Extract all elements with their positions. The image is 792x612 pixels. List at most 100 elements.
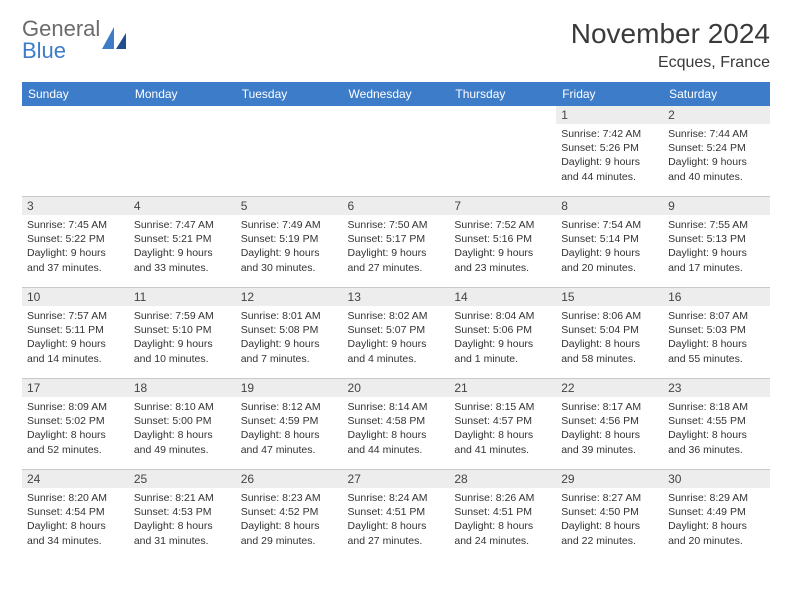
day-number: 8 [556,197,663,215]
daylight-text: Daylight: 8 hours and 20 minutes. [668,519,765,547]
day-details: Sunrise: 8:14 AMSunset: 4:58 PMDaylight:… [343,397,450,461]
sunset-text: Sunset: 4:57 PM [454,414,551,428]
day-details: Sunrise: 8:29 AMSunset: 4:49 PMDaylight:… [663,488,770,552]
calendar-cell: 13Sunrise: 8:02 AMSunset: 5:07 PMDayligh… [343,288,450,379]
day-number: 29 [556,470,663,488]
day-details: Sunrise: 7:52 AMSunset: 5:16 PMDaylight:… [449,215,556,279]
day-number: 16 [663,288,770,306]
daylight-text: Daylight: 9 hours and 7 minutes. [241,337,338,365]
sunset-text: Sunset: 5:06 PM [454,323,551,337]
day-details: Sunrise: 8:09 AMSunset: 5:02 PMDaylight:… [22,397,129,461]
day-number: 30 [663,470,770,488]
sunset-text: Sunset: 4:54 PM [27,505,124,519]
calendar-cell [129,106,236,197]
day-details: Sunrise: 7:42 AMSunset: 5:26 PMDaylight:… [556,124,663,188]
day-header: Friday [556,82,663,106]
calendar-cell: 19Sunrise: 8:12 AMSunset: 4:59 PMDayligh… [236,379,343,470]
calendar-cell [343,106,450,197]
day-header: Thursday [449,82,556,106]
day-number: 5 [236,197,343,215]
sunset-text: Sunset: 5:00 PM [134,414,231,428]
sunrise-text: Sunrise: 7:59 AM [134,309,231,323]
day-number: 12 [236,288,343,306]
sunset-text: Sunset: 4:56 PM [561,414,658,428]
daylight-text: Daylight: 8 hours and 44 minutes. [348,428,445,456]
sunset-text: Sunset: 5:03 PM [668,323,765,337]
sunset-text: Sunset: 4:55 PM [668,414,765,428]
day-number: 24 [22,470,129,488]
day-details: Sunrise: 8:04 AMSunset: 5:06 PMDaylight:… [449,306,556,370]
sunrise-text: Sunrise: 8:18 AM [668,400,765,414]
calendar-cell: 28Sunrise: 8:26 AMSunset: 4:51 PMDayligh… [449,470,556,561]
daylight-text: Daylight: 9 hours and 30 minutes. [241,246,338,274]
day-details: Sunrise: 8:06 AMSunset: 5:04 PMDaylight:… [556,306,663,370]
day-number: 15 [556,288,663,306]
sunrise-text: Sunrise: 7:55 AM [668,218,765,232]
calendar-cell: 24Sunrise: 8:20 AMSunset: 4:54 PMDayligh… [22,470,129,561]
sunrise-text: Sunrise: 8:01 AM [241,309,338,323]
day-number: 13 [343,288,450,306]
day-number: 4 [129,197,236,215]
calendar-cell: 30Sunrise: 8:29 AMSunset: 4:49 PMDayligh… [663,470,770,561]
day-header: Sunday [22,82,129,106]
sunrise-text: Sunrise: 7:52 AM [454,218,551,232]
sunrise-text: Sunrise: 8:27 AM [561,491,658,505]
calendar-cell: 9Sunrise: 7:55 AMSunset: 5:13 PMDaylight… [663,197,770,288]
day-details: Sunrise: 8:23 AMSunset: 4:52 PMDaylight:… [236,488,343,552]
day-number: 7 [449,197,556,215]
sunset-text: Sunset: 5:02 PM [27,414,124,428]
sunrise-text: Sunrise: 8:23 AM [241,491,338,505]
day-number: 10 [22,288,129,306]
calendar-cell: 25Sunrise: 8:21 AMSunset: 4:53 PMDayligh… [129,470,236,561]
daylight-text: Daylight: 9 hours and 1 minute. [454,337,551,365]
calendar-location: Ecques, France [571,54,770,72]
sunset-text: Sunset: 5:16 PM [454,232,551,246]
day-number: 22 [556,379,663,397]
day-number: 17 [22,379,129,397]
sunrise-text: Sunrise: 8:07 AM [668,309,765,323]
calendar-cell: 4Sunrise: 7:47 AMSunset: 5:21 PMDaylight… [129,197,236,288]
daylight-text: Daylight: 8 hours and 41 minutes. [454,428,551,456]
calendar-cell: 22Sunrise: 8:17 AMSunset: 4:56 PMDayligh… [556,379,663,470]
sunset-text: Sunset: 4:49 PM [668,505,765,519]
day-number: 19 [236,379,343,397]
day-details: Sunrise: 7:47 AMSunset: 5:21 PMDaylight:… [129,215,236,279]
daylight-text: Daylight: 8 hours and 47 minutes. [241,428,338,456]
sunrise-text: Sunrise: 8:26 AM [454,491,551,505]
calendar-cell: 20Sunrise: 8:14 AMSunset: 4:58 PMDayligh… [343,379,450,470]
calendar-cell: 27Sunrise: 8:24 AMSunset: 4:51 PMDayligh… [343,470,450,561]
daylight-text: Daylight: 9 hours and 44 minutes. [561,155,658,183]
day-details: Sunrise: 8:24 AMSunset: 4:51 PMDaylight:… [343,488,450,552]
sunset-text: Sunset: 4:52 PM [241,505,338,519]
sunrise-text: Sunrise: 8:17 AM [561,400,658,414]
daylight-text: Daylight: 8 hours and 31 minutes. [134,519,231,547]
day-details: Sunrise: 8:15 AMSunset: 4:57 PMDaylight:… [449,397,556,461]
sunrise-text: Sunrise: 8:12 AM [241,400,338,414]
calendar-week-row: 1Sunrise: 7:42 AMSunset: 5:26 PMDaylight… [22,106,770,197]
daylight-text: Daylight: 9 hours and 40 minutes. [668,155,765,183]
day-details: Sunrise: 7:50 AMSunset: 5:17 PMDaylight:… [343,215,450,279]
calendar-cell: 21Sunrise: 8:15 AMSunset: 4:57 PMDayligh… [449,379,556,470]
day-details: Sunrise: 8:01 AMSunset: 5:08 PMDaylight:… [236,306,343,370]
day-header-row: Sunday Monday Tuesday Wednesday Thursday… [22,82,770,106]
sunrise-text: Sunrise: 7:44 AM [668,127,765,141]
sunrise-text: Sunrise: 7:50 AM [348,218,445,232]
day-number: 28 [449,470,556,488]
calendar-cell [22,106,129,197]
day-details: Sunrise: 8:26 AMSunset: 4:51 PMDaylight:… [449,488,556,552]
sunrise-text: Sunrise: 7:54 AM [561,218,658,232]
day-details: Sunrise: 8:12 AMSunset: 4:59 PMDaylight:… [236,397,343,461]
calendar-cell: 23 Sunrise: 8:18 AMSunset: 4:55 PMDayligh… [663,379,770,470]
day-details: Sunrise: 7:54 AMSunset: 5:14 PMDaylight:… [556,215,663,279]
day-details: Sunrise: 8:21 AMSunset: 4:53 PMDaylight:… [129,488,236,552]
day-number: 23 [663,379,770,397]
sunset-text: Sunset: 5:26 PM [561,141,658,155]
daylight-text: Daylight: 9 hours and 17 minutes. [668,246,765,274]
daylight-text: Daylight: 8 hours and 36 minutes. [668,428,765,456]
calendar-cell: 8Sunrise: 7:54 AMSunset: 5:14 PMDaylight… [556,197,663,288]
calendar-cell: 5Sunrise: 7:49 AMSunset: 5:19 PMDaylight… [236,197,343,288]
day-number: 9 [663,197,770,215]
daylight-text: Daylight: 9 hours and 14 minutes. [27,337,124,365]
calendar-cell: 1Sunrise: 7:42 AMSunset: 5:26 PMDaylight… [556,106,663,197]
sunset-text: Sunset: 5:17 PM [348,232,445,246]
